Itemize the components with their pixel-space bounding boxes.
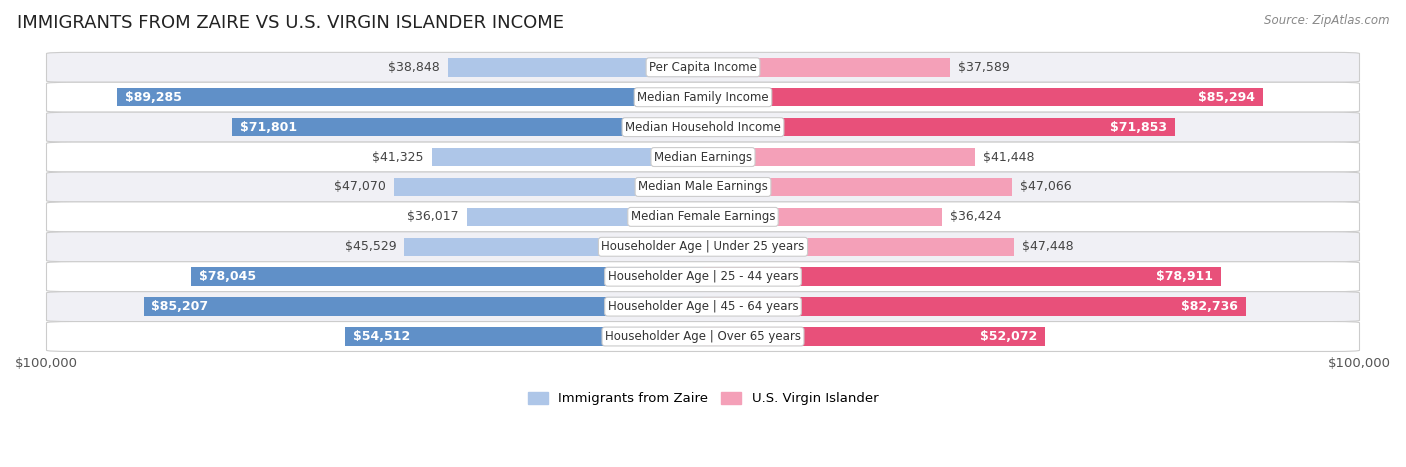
Text: $41,448: $41,448: [983, 150, 1035, 163]
Bar: [143, 297, 703, 316]
Text: Median Female Earnings: Median Female Earnings: [631, 210, 775, 223]
Text: Median Male Earnings: Median Male Earnings: [638, 180, 768, 193]
Text: Median Family Income: Median Family Income: [637, 91, 769, 104]
FancyBboxPatch shape: [46, 322, 1360, 352]
Bar: [467, 208, 703, 226]
Bar: [703, 327, 1045, 346]
Text: Householder Age | Under 25 years: Householder Age | Under 25 years: [602, 241, 804, 253]
Text: $41,325: $41,325: [373, 150, 423, 163]
Bar: [703, 177, 1012, 196]
Text: $82,736: $82,736: [1181, 300, 1239, 313]
Text: $47,448: $47,448: [1022, 241, 1074, 253]
Bar: [344, 327, 703, 346]
Text: IMMIGRANTS FROM ZAIRE VS U.S. VIRGIN ISLANDER INCOME: IMMIGRANTS FROM ZAIRE VS U.S. VIRGIN ISL…: [17, 14, 564, 32]
Bar: [703, 268, 1220, 286]
Text: $78,911: $78,911: [1156, 270, 1213, 283]
Text: $38,848: $38,848: [388, 61, 440, 74]
Legend: Immigrants from Zaire, U.S. Virgin Islander: Immigrants from Zaire, U.S. Virgin Islan…: [523, 387, 883, 410]
Text: $45,529: $45,529: [344, 241, 396, 253]
Text: $47,070: $47,070: [335, 180, 387, 193]
Bar: [432, 148, 703, 166]
Bar: [703, 58, 950, 77]
FancyBboxPatch shape: [46, 232, 1360, 262]
Bar: [117, 88, 703, 106]
Text: Householder Age | Over 65 years: Householder Age | Over 65 years: [605, 330, 801, 343]
FancyBboxPatch shape: [46, 142, 1360, 172]
Bar: [232, 118, 703, 136]
Bar: [703, 148, 976, 166]
FancyBboxPatch shape: [46, 112, 1360, 142]
FancyBboxPatch shape: [46, 262, 1360, 292]
Text: Householder Age | 45 - 64 years: Householder Age | 45 - 64 years: [607, 300, 799, 313]
Bar: [449, 58, 703, 77]
Text: $89,285: $89,285: [125, 91, 181, 104]
Bar: [703, 118, 1175, 136]
Text: $85,207: $85,207: [152, 300, 208, 313]
Bar: [394, 177, 703, 196]
Text: Per Capita Income: Per Capita Income: [650, 61, 756, 74]
Bar: [703, 297, 1246, 316]
Text: $52,072: $52,072: [980, 330, 1038, 343]
FancyBboxPatch shape: [46, 82, 1360, 112]
Bar: [404, 238, 703, 256]
Text: $54,512: $54,512: [353, 330, 411, 343]
Text: $71,853: $71,853: [1109, 120, 1167, 134]
FancyBboxPatch shape: [46, 52, 1360, 82]
Text: $47,066: $47,066: [1019, 180, 1071, 193]
FancyBboxPatch shape: [46, 202, 1360, 232]
FancyBboxPatch shape: [46, 172, 1360, 202]
Bar: [191, 268, 703, 286]
Text: Householder Age | 25 - 44 years: Householder Age | 25 - 44 years: [607, 270, 799, 283]
Text: $71,801: $71,801: [239, 120, 297, 134]
Text: Source: ZipAtlas.com: Source: ZipAtlas.com: [1264, 14, 1389, 27]
Bar: [703, 238, 1015, 256]
Bar: [703, 88, 1263, 106]
Text: Median Household Income: Median Household Income: [626, 120, 780, 134]
Text: $78,045: $78,045: [198, 270, 256, 283]
Text: $36,424: $36,424: [950, 210, 1001, 223]
Bar: [703, 208, 942, 226]
Text: Median Earnings: Median Earnings: [654, 150, 752, 163]
Text: $85,294: $85,294: [1198, 91, 1256, 104]
Text: $37,589: $37,589: [957, 61, 1010, 74]
FancyBboxPatch shape: [46, 292, 1360, 322]
Text: $36,017: $36,017: [408, 210, 458, 223]
